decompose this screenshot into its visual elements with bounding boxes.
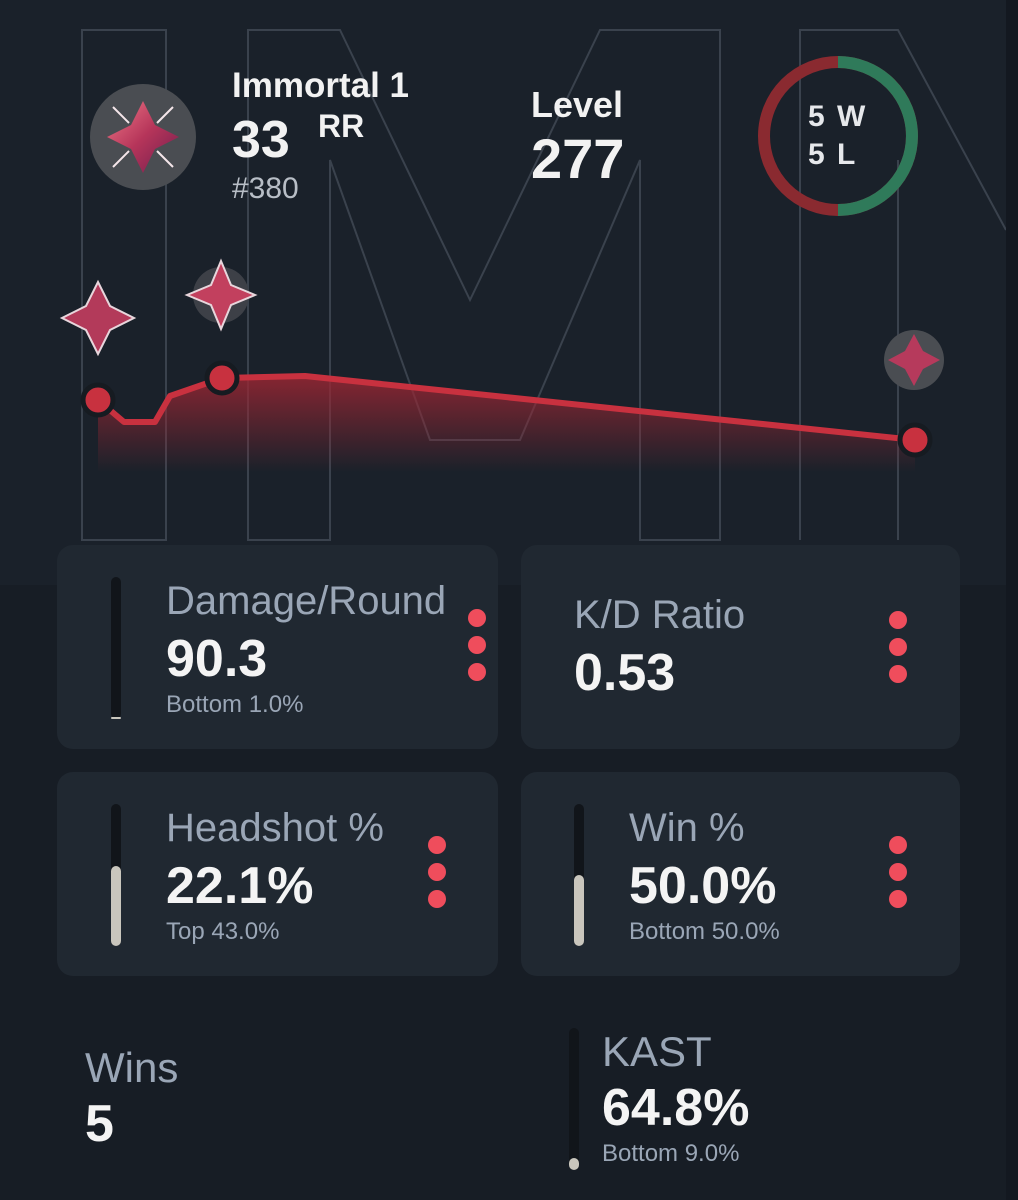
wins-count: 5 W <box>808 100 868 133</box>
stat-value: 0.53 <box>574 644 676 702</box>
percentile-bar-fill <box>111 717 121 719</box>
percentile-bar <box>111 804 121 946</box>
rr-line <box>96 373 916 443</box>
percentile-bar <box>111 577 121 719</box>
rank-marker-icon <box>884 330 944 390</box>
rr-area <box>98 376 915 472</box>
losses-count: 5 L <box>808 138 858 171</box>
stat-label: Damage/Round <box>166 579 447 623</box>
kast-value: 64.8% <box>602 1079 750 1137</box>
level-label: Level <box>531 84 624 125</box>
stat-label: Headshot % <box>166 806 384 850</box>
stat-percentile: Top 43.0% <box>166 918 280 945</box>
percentile-bar-fill <box>574 875 584 946</box>
stat-card-win-percent[interactable]: Win % 50.0% Bottom 50.0% <box>521 772 960 976</box>
kast-percentile-bar <box>569 1028 579 1170</box>
rr-point <box>204 360 240 396</box>
rank-rr-unit: RR <box>318 108 365 144</box>
more-options-icon[interactable] <box>888 611 908 685</box>
rank-marker-icon <box>184 258 258 332</box>
percentile-bar-fill <box>111 866 121 946</box>
kast-label: KAST <box>602 1028 712 1075</box>
wins-value: 5 <box>85 1095 114 1153</box>
kast-percentile: Bottom 9.0% <box>602 1140 740 1167</box>
rank-name: Immortal 1 <box>232 66 409 105</box>
more-options-icon[interactable] <box>427 836 447 910</box>
kast-percentile-bar-fill <box>569 1158 579 1170</box>
stat-percentile: Bottom 1.0% <box>166 691 304 718</box>
stat-label: Win % <box>629 806 745 850</box>
stat-card-headshot[interactable]: Headshot % 22.1% Top 43.0% <box>57 772 498 976</box>
stat-value: 22.1% <box>166 857 314 915</box>
rank-marker-icon <box>59 279 137 357</box>
panel-edge <box>1006 0 1018 1200</box>
rank-rr-value: 33 <box>232 111 290 169</box>
stat-card-kd-ratio[interactable]: K/D Ratio 0.53 <box>521 545 960 749</box>
rr-point <box>897 422 933 458</box>
stat-card-damage-round[interactable]: Damage/Round 90.3 Bottom 1.0% <box>57 545 498 749</box>
wins-label: Wins <box>85 1044 179 1091</box>
level-value: 277 <box>531 127 625 190</box>
win-loss-ring <box>758 56 918 216</box>
stat-label: K/D Ratio <box>574 593 746 637</box>
stat-value: 50.0% <box>629 857 777 915</box>
percentile-bar <box>574 804 584 946</box>
rank-overview-panel: Immortal 1 33 RR #380 Level 277 5 W 5 L <box>0 0 1006 585</box>
leaderboard-position: #380 <box>232 172 299 205</box>
more-options-icon[interactable] <box>467 609 487 683</box>
stat-percentile: Bottom 50.0% <box>629 918 780 945</box>
stat-value: 90.3 <box>166 630 268 688</box>
rank-icon <box>90 84 196 190</box>
rr-point <box>80 382 116 418</box>
rr-history-chart <box>59 258 944 472</box>
more-options-icon[interactable] <box>888 836 908 910</box>
